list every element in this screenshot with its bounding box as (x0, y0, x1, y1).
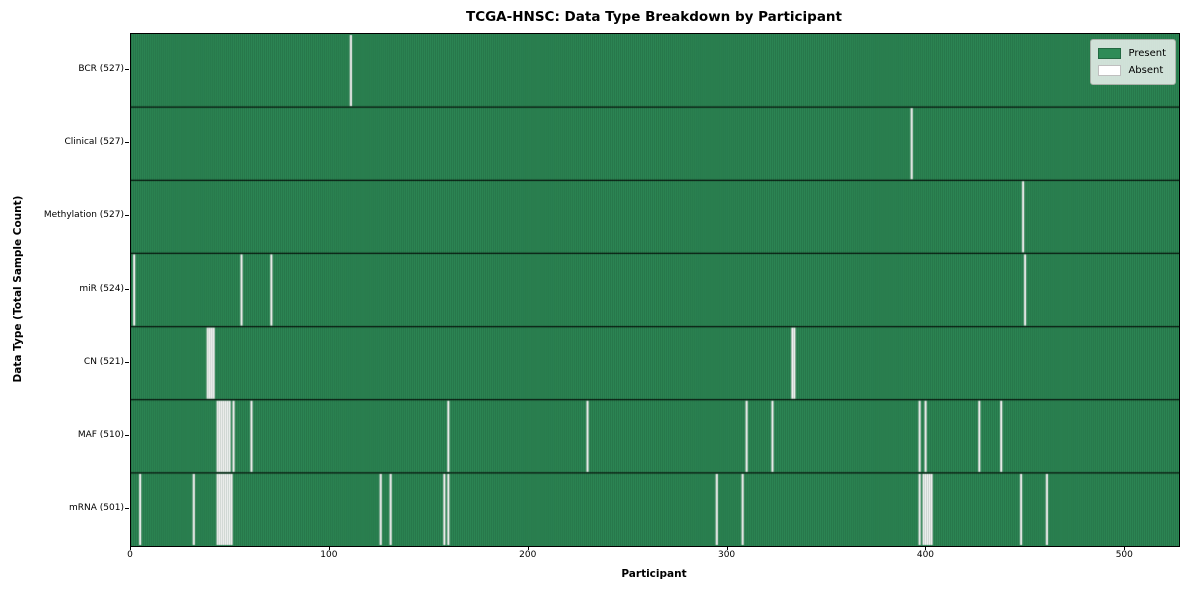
chart-title: TCGA-HNSC: Data Type Breakdown by Partic… (465, 9, 842, 25)
absent-swatch (1098, 65, 1122, 76)
x-tick-mark (527, 546, 529, 550)
legend-item-present: Present (1098, 45, 1166, 62)
y-tick-mark (125, 142, 129, 144)
x-axis-label: Participant (621, 568, 687, 580)
x-tick-mark (1124, 546, 1126, 550)
heatmap-canvas (131, 34, 1179, 546)
x-tick-mark (925, 546, 927, 550)
x-tick-mark (726, 546, 728, 550)
y-tick-label: mRNA (501) (69, 502, 124, 513)
legend-label-absent: Absent (1128, 65, 1164, 76)
y-tick-mark (125, 69, 129, 71)
present-swatch (1098, 48, 1122, 59)
x-tick-label: 300 (717, 550, 736, 560)
x-tick-label: 100 (320, 550, 338, 560)
x-tick-mark (130, 546, 131, 550)
legend-item-absent: Absent (1098, 62, 1166, 79)
y-tick-mark (125, 361, 129, 363)
x-tick-label: 0 (127, 550, 133, 560)
x-tick-label: 200 (519, 550, 537, 560)
y-tick-label: miR (524) (79, 283, 124, 294)
y-tick-mark (125, 434, 129, 436)
x-tick-label: 500 (1115, 550, 1133, 560)
y-tick-mark (125, 215, 129, 217)
legend-label-present: Present (1128, 48, 1166, 59)
y-tick-label: BCR (527) (78, 64, 124, 75)
y-tick-label: Clinical (527) (64, 137, 124, 148)
legend: Present Absent (1090, 39, 1176, 85)
y-tick-label: MAF (510) (77, 429, 124, 440)
plot-area: Present Absent (130, 33, 1180, 547)
y-tick-mark (125, 507, 129, 509)
x-tick-mark (328, 546, 330, 550)
y-tick-label: Methylation (527) (43, 210, 124, 221)
y-tick-label: CN (521) (83, 356, 124, 367)
y-tick-mark (125, 288, 129, 290)
x-tick-label: 400 (916, 550, 935, 560)
